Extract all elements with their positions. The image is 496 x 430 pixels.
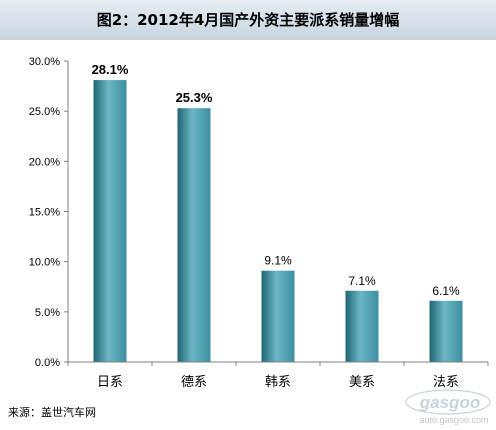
bar-value-label: 6.1% xyxy=(432,284,460,298)
gasgoo-watermark: gasgoo auto.gasgoo.com xyxy=(404,386,492,426)
x-category-label: 韩系 xyxy=(265,375,291,390)
x-category-label: 法系 xyxy=(433,375,459,390)
y-tick-label: 10.0% xyxy=(29,257,60,269)
y-axis: 0.0% 5.0% 10.0% 15.0% 20.0% 25.0% 30.0% xyxy=(29,56,69,369)
bar-chart: 0.0%5.0%10.0%15.0%20.0%25.0%30.0% 28.1%2… xyxy=(29,56,489,390)
bar xyxy=(345,290,379,362)
chart-title: 图2：2012年4月国产外资主要派系销量增幅 xyxy=(96,11,400,29)
bar-value-label: 25.3% xyxy=(176,90,213,105)
bars xyxy=(93,80,463,363)
watermark-url: auto.gasgoo.com xyxy=(419,415,488,425)
watermark-logo-icon: gasgoo auto.gasgoo.com xyxy=(405,389,491,425)
bar xyxy=(261,270,295,362)
y-tick-label: 15.0% xyxy=(29,207,60,219)
y-tick-label: 20.0% xyxy=(29,156,60,168)
x-category-label: 德系 xyxy=(181,375,207,390)
y-tick-label: 30.0% xyxy=(29,56,60,68)
x-category-label: 美系 xyxy=(349,375,375,390)
title-background xyxy=(0,0,496,40)
bar-value-label: 9.1% xyxy=(264,254,292,268)
y-tick-label: 0.0% xyxy=(35,357,60,369)
watermark-brand: gasgoo xyxy=(419,393,480,412)
data-labels: 28.1% 25.3% 9.1% 7.1% 6.1% xyxy=(92,62,460,298)
bar-value-label: 7.1% xyxy=(348,274,376,288)
source-note: 来源：盖世汽车网 xyxy=(8,406,96,419)
y-tick-label: 5.0% xyxy=(35,307,60,319)
title-bar: 图2：2012年4月国产外资主要派系销量增幅 xyxy=(0,0,496,40)
y-tick-label: 25.0% xyxy=(29,106,60,118)
x-category-label: 日系 xyxy=(97,375,123,390)
bar xyxy=(429,300,463,362)
bar xyxy=(177,108,211,362)
bar xyxy=(93,80,127,363)
bar-value-label: 28.1% xyxy=(92,62,129,77)
x-axis: 日系 德系 韩系 美系 法系 xyxy=(67,361,489,390)
